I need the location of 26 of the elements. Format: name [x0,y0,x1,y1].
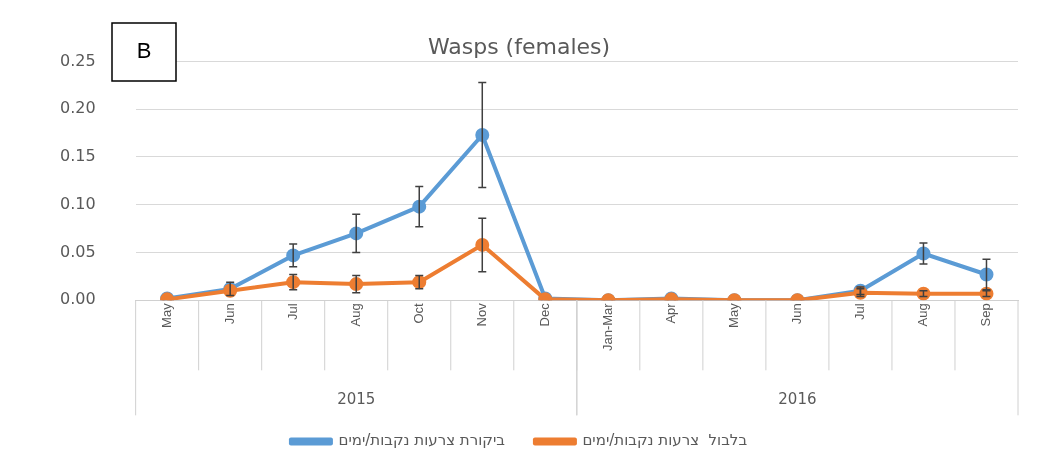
y-tick-label: 0.15 [60,146,96,166]
x-tick-label: Sep [978,303,994,327]
x-tick-label: Jul [284,303,300,320]
x-tick-label: Aug [915,303,931,327]
x-tick-label: Apr [662,302,678,324]
y-tick-label: 0.20 [60,98,96,118]
x-tick-label: Dec [536,302,552,327]
x-tick-label: Jun [788,303,804,325]
legend-label: בלבול צרעות נקבות/ימים [582,431,748,450]
x-tick-label: Aug [347,303,363,327]
text: 2015 [337,390,376,409]
x-tick-label: Nov [473,302,489,327]
annotation: B [136,38,152,64]
y-tick-label: 0.05 [60,241,96,261]
x-tick-label: Jul [852,303,868,320]
text: 2016 [778,390,817,409]
x-tick-label: Jan-Mar [599,302,615,352]
x-tick-label: Jun [221,303,237,325]
y-tick-label: 0.25 [60,50,96,70]
x-tick-label: Oct [410,302,426,324]
x-tick-label: May [725,302,741,328]
y-tick-label: 0.10 [60,193,96,213]
legend-label: ביקורת צרעות נקבות/ימים [338,431,506,450]
chart-title: Wasps (females) [427,33,611,59]
y-tick-label: 0.00 [60,289,96,309]
x-tick-label: May [158,302,174,328]
